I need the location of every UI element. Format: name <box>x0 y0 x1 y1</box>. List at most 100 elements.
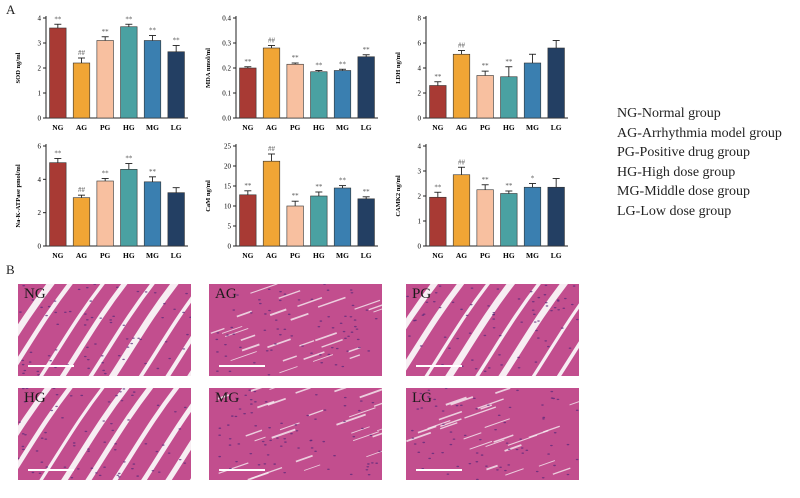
x-tick-label: AG <box>266 251 277 260</box>
y-tick-label: 4 <box>418 65 422 73</box>
tissue-nucleus <box>290 335 294 337</box>
tissue-nucleus <box>182 348 186 350</box>
tissue-fiber <box>254 436 266 442</box>
bar-mg <box>523 186 542 247</box>
tissue-nucleus <box>85 319 89 321</box>
tissue-nucleus <box>136 290 140 293</box>
tissue-fiber <box>469 440 493 450</box>
bar-hg <box>500 76 518 119</box>
bar-lg <box>167 51 185 119</box>
tissue-nucleus <box>72 442 76 444</box>
tissue-fiber <box>485 439 505 447</box>
x-tick-label: HG <box>123 251 135 260</box>
tissue-nucleus <box>419 345 423 347</box>
tissue-nucleus <box>433 398 437 401</box>
y-axis-label: CAMK2 ng/ml <box>395 175 402 217</box>
tissue-nucleus <box>52 388 56 389</box>
tissue-fiber <box>240 334 256 342</box>
tissue-nucleus <box>84 430 88 433</box>
tissue-nucleus <box>359 400 363 402</box>
tissue-nucleus <box>228 438 232 440</box>
tissue-nucleus <box>167 452 171 454</box>
tissue-nucleus <box>249 399 253 401</box>
tissue-nucleus <box>112 315 116 318</box>
tissue-nucleus <box>144 443 148 445</box>
tissue-nucleus <box>535 329 538 332</box>
tissue-nucleus <box>31 471 35 474</box>
tissue-nucleus <box>516 389 519 392</box>
tissue-gap <box>165 439 191 480</box>
tissue-nucleus <box>444 388 448 389</box>
tissue-nucleus <box>283 328 287 331</box>
significance-label: ** <box>505 182 512 190</box>
tissue-nucleus <box>553 432 557 434</box>
tissue-nucleus <box>90 316 94 319</box>
tissue-nucleus <box>53 300 57 302</box>
tissue-nucleus <box>568 347 572 349</box>
tissue-nucleus <box>537 320 540 322</box>
tissue-nucleus <box>70 477 74 479</box>
tissue-nucleus <box>556 299 560 301</box>
tissue-nucleus <box>544 301 548 304</box>
tissue-nucleus <box>155 450 159 453</box>
micrograph-mg: MG <box>209 388 382 480</box>
tissue-fiber <box>297 297 323 307</box>
tissue-fiber <box>368 304 382 311</box>
tissue-nucleus <box>35 450 39 452</box>
tissue-gap <box>18 284 73 366</box>
legend-item-pg: PG-Positive drug group <box>617 145 750 161</box>
significance-label: ** <box>339 60 347 68</box>
significance-label: ## <box>458 42 466 50</box>
tissue-nucleus <box>22 284 26 287</box>
y-tick-label: 2 <box>418 193 422 201</box>
micrograph-label: MG <box>215 390 240 406</box>
tissue-nucleus <box>236 398 240 400</box>
tissue-nucleus <box>99 317 103 319</box>
tissue-nucleus <box>28 361 32 363</box>
tissue-nucleus <box>421 314 425 316</box>
bar-ag <box>452 53 471 119</box>
tissue-nucleus <box>485 465 488 467</box>
tissue-nucleus <box>22 372 25 375</box>
tissue-nucleus <box>45 314 48 317</box>
x-tick-label: AG <box>76 251 87 260</box>
tissue-gap <box>165 335 191 376</box>
x-tick-label: HG <box>503 251 515 260</box>
y-tick-label: 0 <box>38 115 42 123</box>
tissue-nucleus <box>441 451 444 454</box>
x-tick-label: LG <box>171 251 182 260</box>
tissue-nucleus <box>468 332 472 334</box>
tissue-nucleus <box>21 359 25 362</box>
tissue-nucleus <box>237 443 241 445</box>
tissue-nucleus <box>475 452 479 454</box>
tissue-gap <box>424 284 491 376</box>
tissue-nucleus <box>232 333 236 335</box>
y-tick-label: 4 <box>418 143 422 151</box>
tissue-nucleus <box>232 309 236 311</box>
x-tick-label: NG <box>52 251 63 260</box>
tissue-nucleus <box>438 306 442 309</box>
tissue-nucleus <box>517 356 520 359</box>
tissue-nucleus <box>45 466 49 468</box>
x-tick-label: LG <box>361 251 372 260</box>
tissue-nucleus <box>470 359 474 361</box>
tissue-nucleus <box>61 417 64 419</box>
tissue-nucleus <box>309 439 313 442</box>
tissue-nucleus <box>86 346 89 349</box>
tissue-gap <box>498 284 568 376</box>
tissue-nucleus <box>570 303 574 306</box>
tissue-nucleus <box>410 429 414 432</box>
y-axis-label: CaM ng/ml <box>205 180 212 212</box>
tissue-fiber <box>538 460 555 467</box>
tissue-nucleus <box>339 322 343 325</box>
tissue-nucleus <box>254 401 257 403</box>
tissue-fiber <box>354 299 381 310</box>
x-tick-label: LG <box>361 123 372 132</box>
tissue-nucleus <box>575 318 579 321</box>
tissue-nucleus <box>541 404 544 406</box>
tissue-fiber <box>440 418 462 428</box>
tissue-nucleus <box>87 450 90 452</box>
tissue-nucleus <box>503 421 507 424</box>
tissue-nucleus <box>215 338 219 341</box>
tissue-nucleus <box>295 430 299 432</box>
